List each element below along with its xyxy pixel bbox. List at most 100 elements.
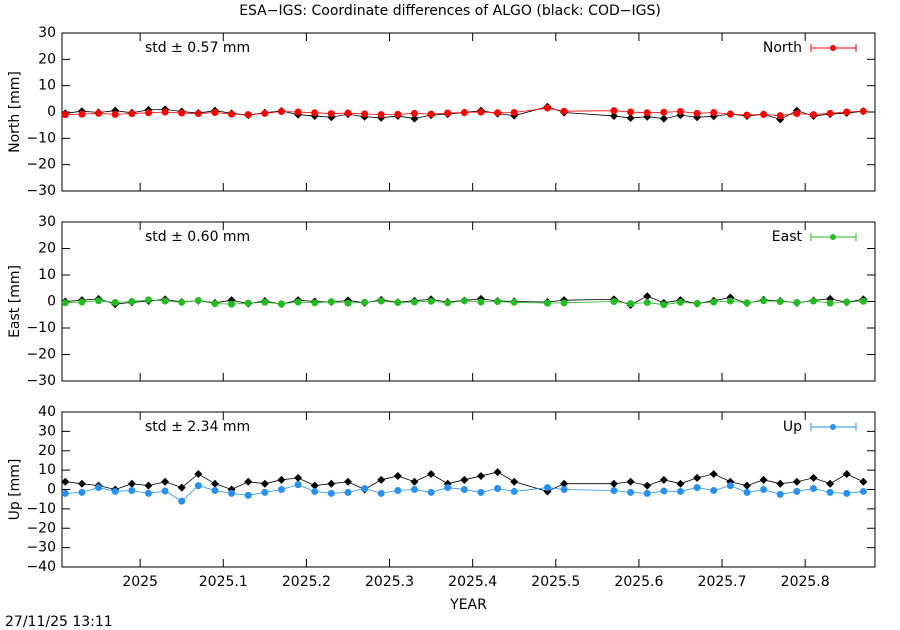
data-point (344, 488, 352, 496)
y-tick-label: −20 (26, 347, 56, 363)
data-point (676, 298, 684, 306)
data-point (394, 110, 402, 118)
data-point (161, 487, 169, 495)
data-point (809, 473, 818, 482)
data-point (277, 486, 285, 493)
data-point (859, 107, 867, 115)
legend-marker (830, 424, 836, 430)
data-point (643, 292, 652, 301)
data-point (444, 299, 452, 307)
legend-label: North (763, 40, 802, 56)
data-point (277, 107, 285, 115)
y-tick-label: 0 (47, 482, 56, 498)
data-point (393, 471, 402, 480)
data-point (609, 111, 618, 120)
y-tick-label: 10 (38, 267, 56, 283)
data-point (78, 110, 86, 118)
data-point (843, 489, 851, 497)
data-point (327, 110, 335, 118)
data-point (676, 487, 684, 495)
data-point (177, 483, 186, 492)
data-point (260, 479, 269, 488)
data-point (793, 299, 801, 307)
data-point (543, 299, 551, 307)
data-point (127, 479, 136, 488)
data-point (128, 298, 136, 305)
data-point (77, 479, 86, 488)
x-tick-label: 2025.8 (781, 574, 830, 590)
std-annotation: std ± 0.57 mm (145, 40, 250, 56)
data-point (643, 489, 651, 497)
data-point (294, 481, 302, 489)
data-point (493, 468, 502, 477)
data-point (161, 297, 169, 305)
data-point (793, 110, 801, 118)
data-point (793, 487, 801, 495)
data-point (61, 299, 69, 307)
series-line (65, 107, 864, 117)
data-point (277, 300, 285, 308)
data-point (826, 479, 835, 488)
data-point (627, 108, 635, 116)
data-point (809, 111, 817, 119)
data-point (427, 470, 436, 478)
x-axis-label: YEAR (449, 597, 487, 613)
y-tick-label: 0 (47, 104, 56, 120)
data-point (361, 110, 369, 118)
data-point (377, 297, 385, 305)
data-point (178, 109, 186, 117)
data-point (61, 489, 69, 497)
data-point (410, 486, 418, 493)
data-point (477, 108, 485, 116)
x-tick-label: 2025.5 (531, 574, 580, 590)
data-point (161, 108, 169, 116)
data-point (710, 109, 718, 117)
data-point (311, 487, 319, 495)
data-point (211, 300, 219, 308)
data-point (377, 111, 385, 119)
data-point (560, 486, 568, 493)
data-point (826, 488, 834, 496)
data-point (194, 470, 203, 478)
data-point (660, 301, 668, 309)
data-point (510, 487, 518, 495)
y-axis-label: East [mm] (7, 265, 23, 338)
data-point (78, 488, 86, 496)
series-line (65, 299, 864, 306)
data-point (344, 109, 352, 117)
data-point (178, 298, 186, 306)
data-point (460, 109, 468, 117)
data-point (742, 481, 751, 490)
data-point (643, 299, 651, 307)
data-point (194, 296, 202, 304)
data-point (543, 484, 551, 492)
x-tick-label: 2025 (122, 574, 158, 590)
data-point (659, 475, 668, 484)
data-point (760, 297, 768, 305)
data-point (277, 475, 286, 484)
data-point (361, 485, 369, 493)
data-point (228, 300, 236, 308)
data-point (95, 297, 103, 305)
y-tick-label: 10 (38, 78, 56, 94)
data-point (211, 486, 219, 494)
y-tick-label: 30 (38, 423, 56, 439)
data-point (244, 299, 252, 307)
y-axis-label: Up [mm] (7, 459, 23, 521)
data-point (477, 488, 485, 496)
data-point (710, 298, 718, 306)
data-point (61, 111, 69, 119)
data-point (626, 477, 635, 486)
data-point (494, 298, 502, 305)
data-point (228, 110, 236, 118)
data-point (427, 297, 435, 305)
y-tick-label: 20 (38, 241, 56, 257)
data-point (743, 488, 751, 496)
data-point (660, 487, 668, 495)
data-point (361, 298, 369, 306)
data-point (809, 485, 817, 493)
data-point (61, 477, 70, 486)
data-point (543, 104, 551, 112)
y-tick-label: −30 (26, 373, 56, 389)
y-tick-label: 40 (38, 404, 56, 420)
